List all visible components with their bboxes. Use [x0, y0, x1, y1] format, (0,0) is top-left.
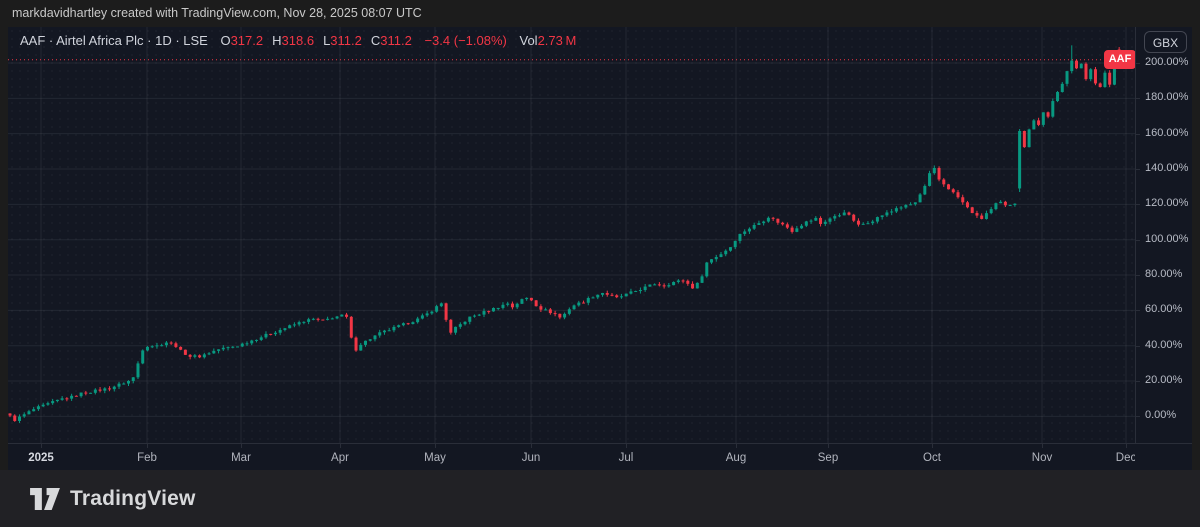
- time-tick-label: Mar: [231, 452, 251, 464]
- ohlc-value: 317.2: [230, 33, 264, 48]
- price-tick-label: 180.00%: [1145, 91, 1189, 104]
- ohlc-value: 311.2: [330, 33, 362, 48]
- tradingview-brand-text: TradingView: [70, 486, 196, 510]
- time-tick-mark: [626, 444, 627, 448]
- price-tick-label: 60.00%: [1145, 303, 1183, 316]
- legend-title: AAF · Airtel Africa Plc · 1D · LSE: [20, 33, 208, 48]
- price-tick-mark: [1136, 204, 1140, 206]
- price-tick-mark: [1136, 98, 1140, 100]
- price-tick-mark: [1136, 169, 1140, 171]
- time-tick-mark: [241, 444, 242, 448]
- tradingview-logo-icon: [30, 487, 60, 510]
- tradingview-brand: TradingView: [30, 487, 196, 511]
- price-tick-mark: [1136, 381, 1140, 383]
- time-tick-label: Apr: [331, 452, 349, 464]
- time-axis[interactable]: 2025 Feb Mar Apr May Jun Jul Aug Sep Oct Nov Dec: [8, 443, 1192, 470]
- price-tick-label: 120.00%: [1145, 197, 1189, 210]
- price-tick-mark: [1136, 310, 1140, 312]
- time-tick-label: Jul: [618, 452, 634, 464]
- legend-ohlc-values: O317.2 H318.6 L311.2 C311.2: [211, 33, 411, 48]
- price-tick-label: 40.00%: [1145, 338, 1183, 351]
- time-tick-mark: [932, 444, 933, 448]
- price-axis[interactable]: GBX 200.00% 180.00% 160.00% 140.00% 120.00% 1…: [1135, 27, 1192, 443]
- time-tick-mark: [1126, 444, 1127, 448]
- candlestick-svg: [8, 27, 1135, 443]
- price-tick-label: 140.00%: [1145, 162, 1189, 175]
- legend-volume-value: 2.73 M: [537, 33, 577, 48]
- footer-bar: TradingView: [0, 470, 1200, 527]
- time-tick-mark: [147, 444, 148, 448]
- legend-volume-label: Vol: [519, 33, 538, 48]
- time-tick-label: Aug: [725, 452, 747, 464]
- time-tick-label: Dec: [1115, 452, 1135, 464]
- price-tick-mark: [1136, 345, 1140, 347]
- ohlc-value: 318.6: [281, 33, 315, 48]
- time-axis-labels: 2025 Feb Mar Apr May Jun Jul Aug Sep Oct Nov Dec: [8, 444, 1135, 471]
- symbol-legend: AAF · Airtel Africa Plc · 1D · LSE O317.…: [20, 33, 576, 48]
- chart-pane[interactable]: AAF · Airtel Africa Plc · 1D · LSE O317.…: [8, 27, 1135, 443]
- time-tick-label: Jun: [521, 452, 541, 464]
- price-tick-mark: [1136, 63, 1140, 64]
- time-tick-mark: [435, 444, 436, 448]
- time-tick-mark: [828, 444, 829, 448]
- price-tick-mark: [1136, 416, 1140, 418]
- legend-change: −3.4 (−1.08%): [424, 33, 507, 48]
- series-tag-aaf: AAF: [1104, 50, 1135, 70]
- time-tick-label: Sep: [817, 452, 839, 464]
- time-tick-mark: [531, 444, 532, 448]
- price-tick-mark: [1136, 239, 1140, 241]
- time-tick-label: Feb: [137, 452, 157, 464]
- credit-text: markdavidhartley created with TradingVie…: [12, 6, 422, 20]
- price-tick-label: 20.00%: [1145, 374, 1183, 387]
- time-tick-label: May: [424, 452, 446, 464]
- currency-unit-button[interactable]: GBX: [1144, 31, 1187, 53]
- price-tick-label: 80.00%: [1145, 268, 1183, 281]
- time-tick-label: Nov: [1031, 452, 1053, 464]
- time-tick-mark: [1042, 444, 1043, 448]
- time-tick-mark: [736, 444, 737, 448]
- price-tick-label: 200.00%: [1145, 56, 1189, 68]
- time-tick-label: Oct: [923, 452, 941, 464]
- time-tick-label: 2025: [28, 452, 54, 464]
- price-tick-label: 160.00%: [1145, 126, 1189, 139]
- ohlc-value: 311.2: [380, 33, 412, 48]
- ohlc-label: H: [272, 33, 282, 48]
- time-tick-mark: [340, 444, 341, 448]
- price-tick-mark: [1136, 133, 1140, 135]
- time-tick-mark: [41, 444, 42, 448]
- price-tick-label: 0.00%: [1145, 409, 1177, 422]
- ohlc-label: L: [323, 33, 331, 48]
- price-tick-mark: [1136, 275, 1140, 277]
- chart-panel: AAF · Airtel Africa Plc · 1D · LSE O317.…: [8, 27, 1192, 470]
- price-tick-label: 100.00%: [1145, 232, 1189, 245]
- ohlc-label: O: [220, 33, 231, 48]
- ohlc-label: C: [370, 33, 381, 48]
